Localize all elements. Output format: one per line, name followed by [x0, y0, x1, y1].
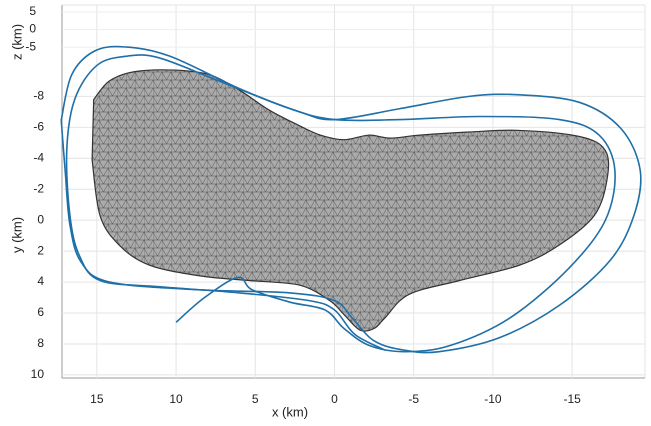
y-tick-label: -8 [33, 89, 44, 103]
x-tick-label: 5 [252, 392, 259, 406]
z-tick-label: 0 [29, 22, 36, 36]
x-tick-label: -10 [484, 392, 502, 406]
y-tick-label: 2 [37, 243, 44, 257]
y-tick-label: 6 [37, 305, 44, 319]
x-tick-label: -15 [563, 392, 581, 406]
y-tick-label: 8 [37, 336, 44, 350]
z-axis-title: z (km) [9, 24, 24, 60]
z-tick-label: -5 [25, 39, 36, 53]
y-tick-label: 4 [37, 274, 44, 288]
x-tick-label: 0 [331, 392, 338, 406]
y-tick-label: -2 [33, 181, 44, 195]
y-tick-label: 10 [31, 367, 45, 381]
y-tick-label: -4 [33, 150, 44, 164]
x-axis-title: x (km) [272, 404, 308, 419]
y-axis-title: y (km) [9, 217, 24, 253]
labels: x (km) y (km) z (km) 15 10 5 0 -5 -10 -15 -8 -6 -… [9, 4, 581, 419]
z-tick-label: 5 [29, 4, 36, 18]
x-tick-label: 10 [169, 392, 183, 406]
plot [60, 45, 642, 354]
body-mesh [91, 69, 610, 332]
y-tick-label: -6 [33, 119, 44, 133]
x-tick-label: -5 [408, 392, 419, 406]
y-tick-label: 0 [37, 212, 44, 226]
x-tick-label: 15 [90, 392, 104, 406]
trajectory [65, 54, 616, 353]
